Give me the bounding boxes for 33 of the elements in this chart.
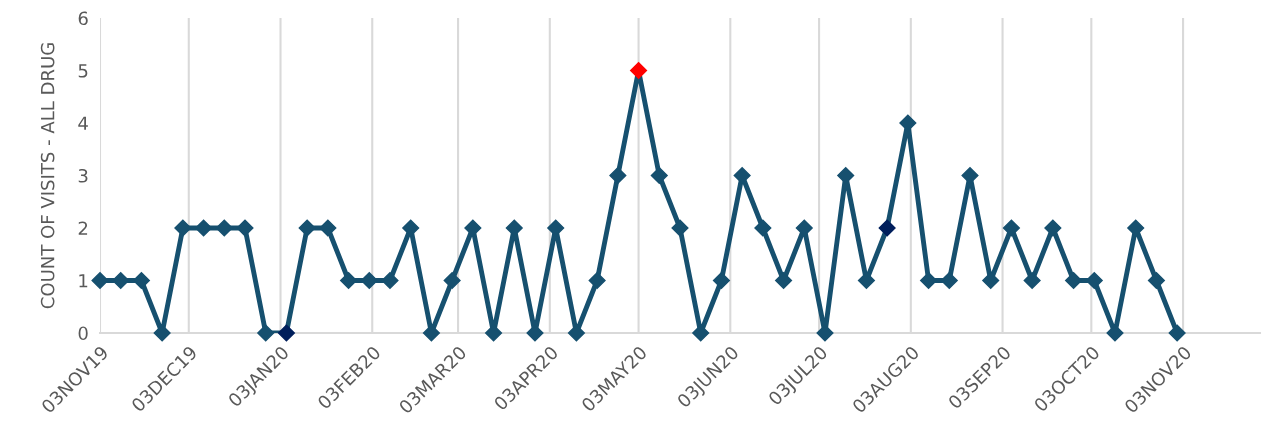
point xyxy=(609,166,627,185)
point xyxy=(630,61,648,80)
point xyxy=(443,271,461,290)
point xyxy=(712,271,730,290)
point xyxy=(277,324,295,342)
point xyxy=(174,219,192,237)
point xyxy=(1023,271,1041,290)
y-tick-label: 0 xyxy=(78,326,88,341)
point xyxy=(215,219,233,237)
point xyxy=(319,219,337,237)
point xyxy=(775,271,793,290)
point xyxy=(1147,271,1165,290)
point xyxy=(1002,219,1020,237)
y-tick-label: 2 xyxy=(78,221,88,235)
y-tick-label: 4 xyxy=(78,116,88,130)
point xyxy=(91,271,109,290)
point xyxy=(588,271,606,290)
point xyxy=(650,166,668,185)
y-tick-label: 6 xyxy=(78,11,88,26)
point xyxy=(754,219,772,237)
point xyxy=(1168,324,1186,342)
point xyxy=(195,219,213,237)
point xyxy=(1044,219,1062,237)
point xyxy=(878,219,896,237)
y-tick-label: 1 xyxy=(79,274,88,288)
point xyxy=(381,271,399,290)
point xyxy=(257,324,275,342)
point xyxy=(671,219,689,237)
y-tick-label: 5 xyxy=(78,64,88,78)
y-tick-label: 3 xyxy=(78,168,88,183)
y-axis-title: COUNT OF VISITS - ALL DRUG xyxy=(40,43,55,309)
point xyxy=(236,219,254,237)
point xyxy=(298,219,316,237)
